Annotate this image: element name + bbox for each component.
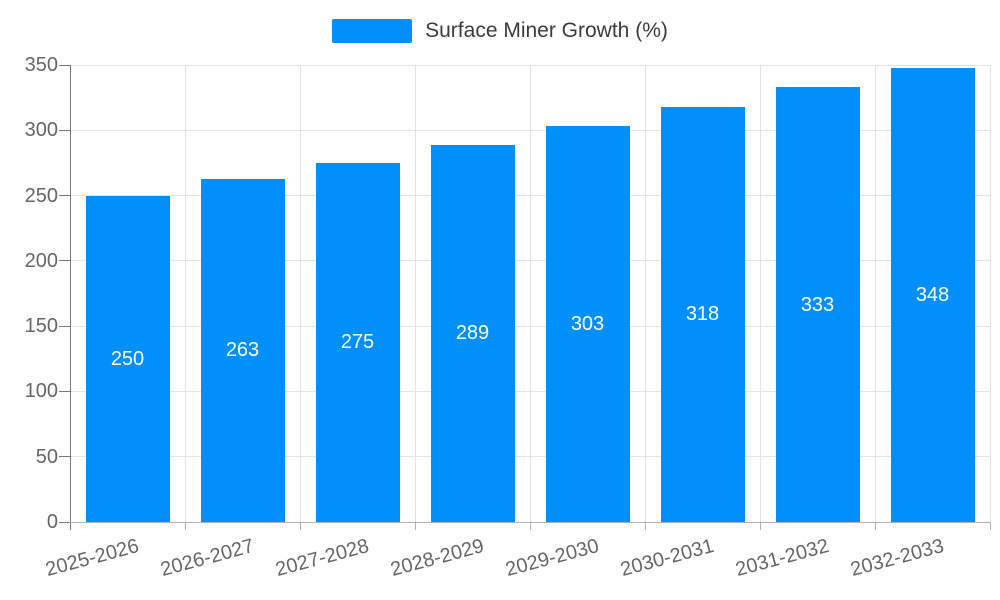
x-tick-mark xyxy=(529,522,531,530)
bar-value-label: 333 xyxy=(800,293,835,316)
x-tick-mark xyxy=(414,522,416,530)
x-tick-mark xyxy=(989,522,991,530)
y-axis-tick-label: 0 xyxy=(46,511,58,533)
bar-value-label: 289 xyxy=(455,322,490,345)
gridline-vertical xyxy=(759,65,761,522)
x-axis-category-label: 2032-2033 xyxy=(848,535,947,582)
y-tick-mark xyxy=(59,521,70,523)
y-tick-mark xyxy=(59,390,70,392)
legend-label: Surface Miner Growth (%) xyxy=(425,19,668,42)
y-axis-tick-label: 250 xyxy=(24,184,58,207)
gridline-vertical xyxy=(414,65,416,522)
x-axis-category-label: 2025-2026 xyxy=(43,535,142,582)
y-tick-mark xyxy=(59,325,70,327)
y-axis-tick-label: 350 xyxy=(24,54,58,76)
gridline-vertical xyxy=(874,65,876,522)
gridline-vertical xyxy=(644,65,646,522)
bar[interactable] xyxy=(890,67,975,522)
gridline-vertical xyxy=(529,65,531,522)
x-tick-mark xyxy=(184,522,186,530)
x-axis-category-label: 2027-2028 xyxy=(273,535,372,582)
y-axis-tick-label: 200 xyxy=(24,249,58,272)
gridline-vertical xyxy=(989,65,991,522)
bar-value-label: 303 xyxy=(570,313,605,336)
bar-value-label: 348 xyxy=(915,283,950,306)
x-tick-mark xyxy=(759,522,761,530)
y-axis-tick-label: 300 xyxy=(24,119,58,142)
x-axis-category-label: 2026-2027 xyxy=(158,535,257,582)
x-axis-line xyxy=(70,521,990,523)
y-axis-tick-label: 150 xyxy=(24,315,58,338)
bar-value-label: 318 xyxy=(685,303,720,326)
bar[interactable] xyxy=(85,195,170,522)
y-tick-mark xyxy=(59,195,70,197)
bar[interactable] xyxy=(200,178,285,522)
x-axis-category-label: 2029-2030 xyxy=(503,535,602,582)
bar-value-label: 275 xyxy=(340,331,375,354)
y-axis-tick-label: 50 xyxy=(35,445,58,468)
y-tick-mark xyxy=(59,456,70,458)
legend[interactable]: Surface Miner Growth (%) xyxy=(0,18,1000,44)
y-tick-mark xyxy=(59,129,70,131)
bar[interactable] xyxy=(775,87,860,522)
x-tick-mark xyxy=(644,522,646,530)
y-tick-mark xyxy=(59,64,70,66)
y-tick-mark xyxy=(59,260,70,262)
bar-value-label: 263 xyxy=(225,339,260,362)
gridline-vertical xyxy=(299,65,301,522)
x-axis-category-label: 2030-2031 xyxy=(618,535,717,582)
bar-value-label: 250 xyxy=(110,347,145,370)
bar[interactable] xyxy=(430,144,515,522)
legend-swatch-icon xyxy=(332,19,413,43)
x-axis-category-label: 2031-2032 xyxy=(733,535,832,582)
x-axis-category-label: 2028-2029 xyxy=(388,535,487,582)
bar[interactable] xyxy=(660,106,745,522)
x-tick-mark xyxy=(299,522,301,530)
y-axis-tick-label: 100 xyxy=(24,380,58,403)
gridline-vertical xyxy=(184,65,186,522)
x-tick-mark xyxy=(874,522,876,530)
y-axis-line xyxy=(69,65,71,530)
bar[interactable] xyxy=(545,126,630,522)
bar[interactable] xyxy=(315,162,400,522)
